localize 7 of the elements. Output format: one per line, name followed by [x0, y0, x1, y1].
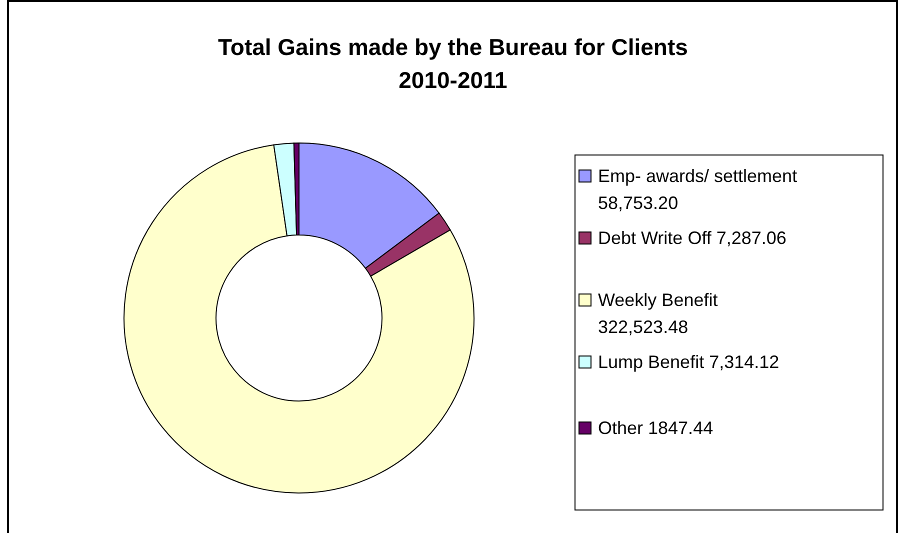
donut-slice — [124, 144, 474, 494]
legend-label: Debt Write Off 7,287.06 — [598, 228, 786, 248]
legend-label: Emp- awards/ settlement 58,753.20 — [598, 166, 798, 213]
legend-label: Lump Benefit 7,314.12 — [598, 352, 780, 372]
legend-label: Other 1847.44 — [598, 418, 714, 438]
chart-title: Total Gains made by the Bureau for Clients 2010-2011 — [218, 34, 688, 93]
legend-label: Weekly Benefit 322,523.48 — [598, 290, 718, 337]
